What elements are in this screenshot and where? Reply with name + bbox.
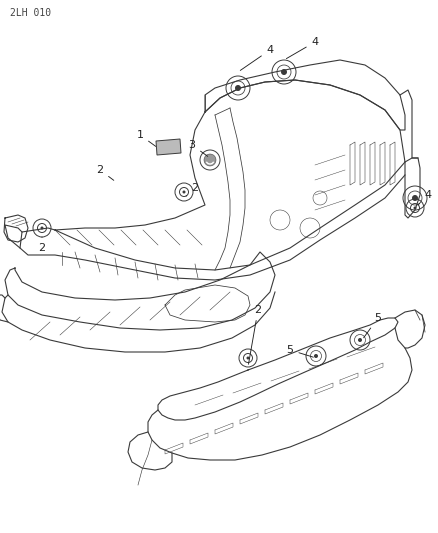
Circle shape bbox=[280, 69, 286, 75]
Text: 5: 5 bbox=[286, 345, 313, 357]
Text: 2: 2 bbox=[248, 305, 261, 364]
Text: 4: 4 bbox=[417, 190, 431, 205]
Text: 1: 1 bbox=[136, 130, 155, 147]
Text: 2LH 010: 2LH 010 bbox=[10, 8, 51, 18]
Text: 2: 2 bbox=[186, 183, 198, 196]
Circle shape bbox=[204, 154, 215, 166]
Text: 2: 2 bbox=[39, 237, 46, 253]
Circle shape bbox=[40, 227, 43, 230]
Circle shape bbox=[411, 195, 417, 201]
Circle shape bbox=[313, 354, 317, 358]
Circle shape bbox=[246, 357, 249, 359]
Text: 2: 2 bbox=[96, 165, 113, 180]
Circle shape bbox=[357, 338, 361, 342]
Circle shape bbox=[182, 190, 185, 193]
Text: 3: 3 bbox=[188, 140, 207, 156]
Text: 4: 4 bbox=[240, 45, 273, 70]
Text: 4: 4 bbox=[286, 37, 318, 59]
Text: 5: 5 bbox=[363, 313, 381, 338]
Circle shape bbox=[234, 85, 240, 91]
Circle shape bbox=[413, 206, 416, 209]
Polygon shape bbox=[155, 139, 180, 155]
